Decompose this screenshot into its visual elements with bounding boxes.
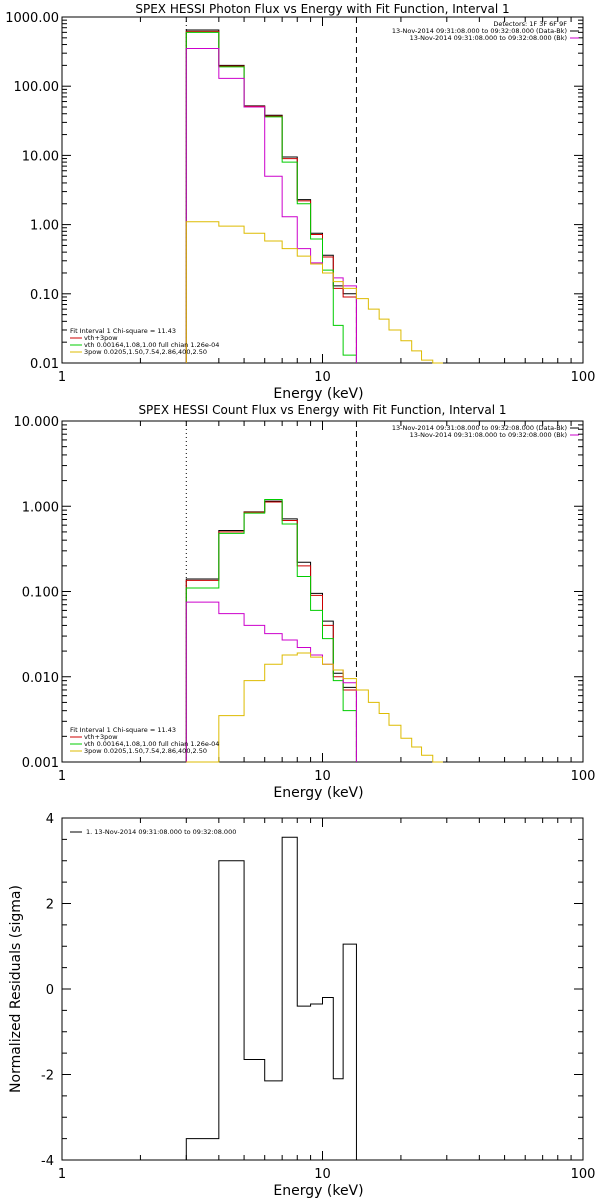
- y-tick-label: 10.00: [22, 149, 59, 164]
- series-step-line-2: [185, 499, 357, 762]
- header-line: 13-Nov-2014 09:31:08.000 to 09:32:08.000…: [410, 431, 567, 439]
- photon-flux-panel: SPEX HESSI Photon Flux vs Energy with Fi…: [5, 2, 595, 402]
- y-tick-label: 4: [46, 812, 54, 827]
- series-step-line-2: [185, 31, 357, 363]
- y-tick-label: -4: [41, 1154, 54, 1169]
- series-step-line-4: [185, 221, 443, 364]
- y-tick-label: 0.001: [22, 756, 59, 771]
- residuals-panel: 1 10 100 Energy (keV) -4 -2 0 2 4 Normalized Resi…: [8, 812, 595, 1199]
- series-step-line-3: [185, 601, 357, 762]
- x-tick-label: 1: [58, 769, 66, 784]
- x-tick-label: 100: [571, 370, 596, 385]
- y-tick-label: 0.010: [22, 671, 59, 686]
- plot-frame: [61, 16, 584, 364]
- x-tick-label: 1: [58, 370, 66, 385]
- plot-frame: [61, 420, 584, 763]
- y-tick-label: -2: [41, 1069, 54, 1084]
- y-tick-label: 0.01: [30, 357, 59, 372]
- plot-frame: [61, 817, 584, 1161]
- y-tick-label: 10.000: [14, 415, 60, 430]
- series-step-line-0: [185, 836, 357, 1160]
- x-axis-label: Energy (keV): [273, 1183, 363, 1199]
- y-tick-label: 0.10: [30, 288, 59, 303]
- x-tick-label: 10: [314, 370, 331, 385]
- legend-line: 1. 13-Nov-2014 09:31:08.000 to 09:32:08.…: [86, 828, 236, 836]
- x-tick-label: 1: [58, 1167, 66, 1182]
- y-tick-label: 1.00: [30, 219, 59, 234]
- header-line: 13-Nov-2014 09:31:08.000 to 09:32:08.000…: [392, 27, 567, 35]
- chart-title: SPEX HESSI Photon Flux vs Energy with Fi…: [135, 2, 509, 16]
- header-line: 13-Nov-2014 09:31:08.000 to 09:32:08.000…: [392, 424, 567, 432]
- series-step-line-0: [185, 500, 357, 762]
- legend-line: Fit Interval 1 Chi-square = 11.43: [70, 327, 176, 335]
- y-tick-label: 1000.00: [5, 11, 59, 26]
- y-tick-label: 100.00: [14, 80, 60, 95]
- y-tick-label: 2: [46, 898, 54, 913]
- legend-line: vth+3pow: [84, 334, 118, 342]
- header-line: Detectors: 1F 3F 6F 9F: [493, 20, 567, 28]
- legend-line: Fit Interval 1 Chi-square = 11.43: [70, 726, 176, 734]
- count-flux-panel: SPEX HESSI Count Flux vs Energy with Fit…: [14, 403, 596, 801]
- series-step-line-1: [185, 501, 357, 762]
- x-tick-label: 100: [571, 769, 596, 784]
- x-axis-label: Energy (keV): [273, 785, 363, 801]
- series-step-line-1: [185, 30, 357, 363]
- y-tick-label: 0: [46, 983, 54, 998]
- legend-line: vth 0.00164,1.08,1.00 full chian 1.26e-0…: [84, 740, 219, 748]
- series-step-line-3: [185, 48, 357, 363]
- series-step-line-4: [186, 652, 443, 763]
- chart-title: SPEX HESSI Count Flux vs Energy with Fit…: [138, 403, 506, 417]
- x-tick-label: 100: [571, 1167, 596, 1182]
- legend-line: vth+3pow: [84, 733, 118, 741]
- y-tick-label: 1.000: [22, 500, 59, 515]
- y-tick-label: 0.100: [22, 586, 59, 601]
- legend-line: 3pow 0.0205,1.50,7.54,2.86,400,2.50: [84, 348, 207, 356]
- x-tick-label: 10: [314, 1167, 331, 1182]
- x-axis-label: Energy (keV): [273, 386, 363, 402]
- x-tick-label: 10: [314, 769, 331, 784]
- legend-line: 3pow 0.0205,1.50,7.54,2.86,400,2.50: [84, 747, 207, 755]
- series-step-line-0: [185, 29, 357, 363]
- header-line: 13-Nov-2014 09:31:08.000 to 09:32:08.000…: [410, 34, 567, 42]
- legend-line: vth 0.00164,1.08,1.00 full chian 1.26e-0…: [84, 341, 219, 349]
- y-axis-label: Normalized Residuals (sigma): [8, 885, 24, 1093]
